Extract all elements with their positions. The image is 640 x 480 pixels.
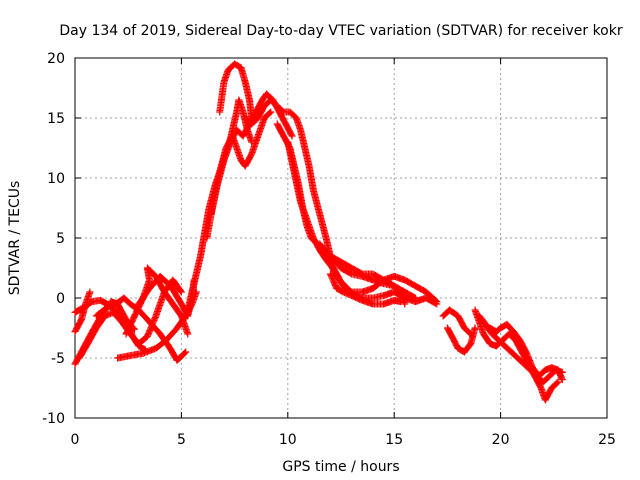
x-tick-label: 25 xyxy=(598,432,616,448)
y-tick-label: 20 xyxy=(47,51,65,67)
data-point-markers xyxy=(326,270,405,308)
data-point-markers xyxy=(216,60,256,122)
x-axis-label: GPS time / hours xyxy=(282,459,399,475)
axis-ticks: 0 5 10 15 20 25 -10 -5 0 5 10 15 20 xyxy=(42,51,616,448)
y-tick-label: 0 xyxy=(56,291,65,307)
series-trace-16 xyxy=(316,240,409,308)
x-tick-label: 5 xyxy=(177,432,186,448)
data-point-markers xyxy=(486,320,566,384)
y-axis-label: SDTVAR / TECUs xyxy=(7,181,23,296)
data-point-markers xyxy=(439,306,475,338)
series-trace-19 xyxy=(443,324,479,356)
data-point-markers xyxy=(443,324,479,356)
chart-title: Day 134 of 2019, Sidereal Day-to-day VTE… xyxy=(59,23,622,39)
y-tick-label: -5 xyxy=(51,351,65,367)
series-trace-10 xyxy=(216,60,256,122)
y-tick-label: -10 xyxy=(42,411,65,427)
y-tick-label: 5 xyxy=(56,231,65,247)
x-tick-label: 20 xyxy=(492,432,510,448)
series-trace-21 xyxy=(471,306,562,404)
y-tick-label: 10 xyxy=(47,171,65,187)
series-trace-5 xyxy=(92,294,190,364)
x-tick-label: 0 xyxy=(71,432,80,448)
data-point-markers xyxy=(316,240,409,308)
data-point-markers xyxy=(471,306,562,404)
x-tick-label: 10 xyxy=(279,432,297,448)
data-point-markers xyxy=(92,294,190,364)
y-tick-label: 15 xyxy=(47,111,65,127)
grid-lines xyxy=(75,58,607,418)
x-tick-label: 15 xyxy=(385,432,403,448)
series-trace-18 xyxy=(439,306,475,338)
data-points xyxy=(71,60,566,404)
series-trace-17 xyxy=(326,270,405,308)
series-trace-22 xyxy=(486,320,566,384)
